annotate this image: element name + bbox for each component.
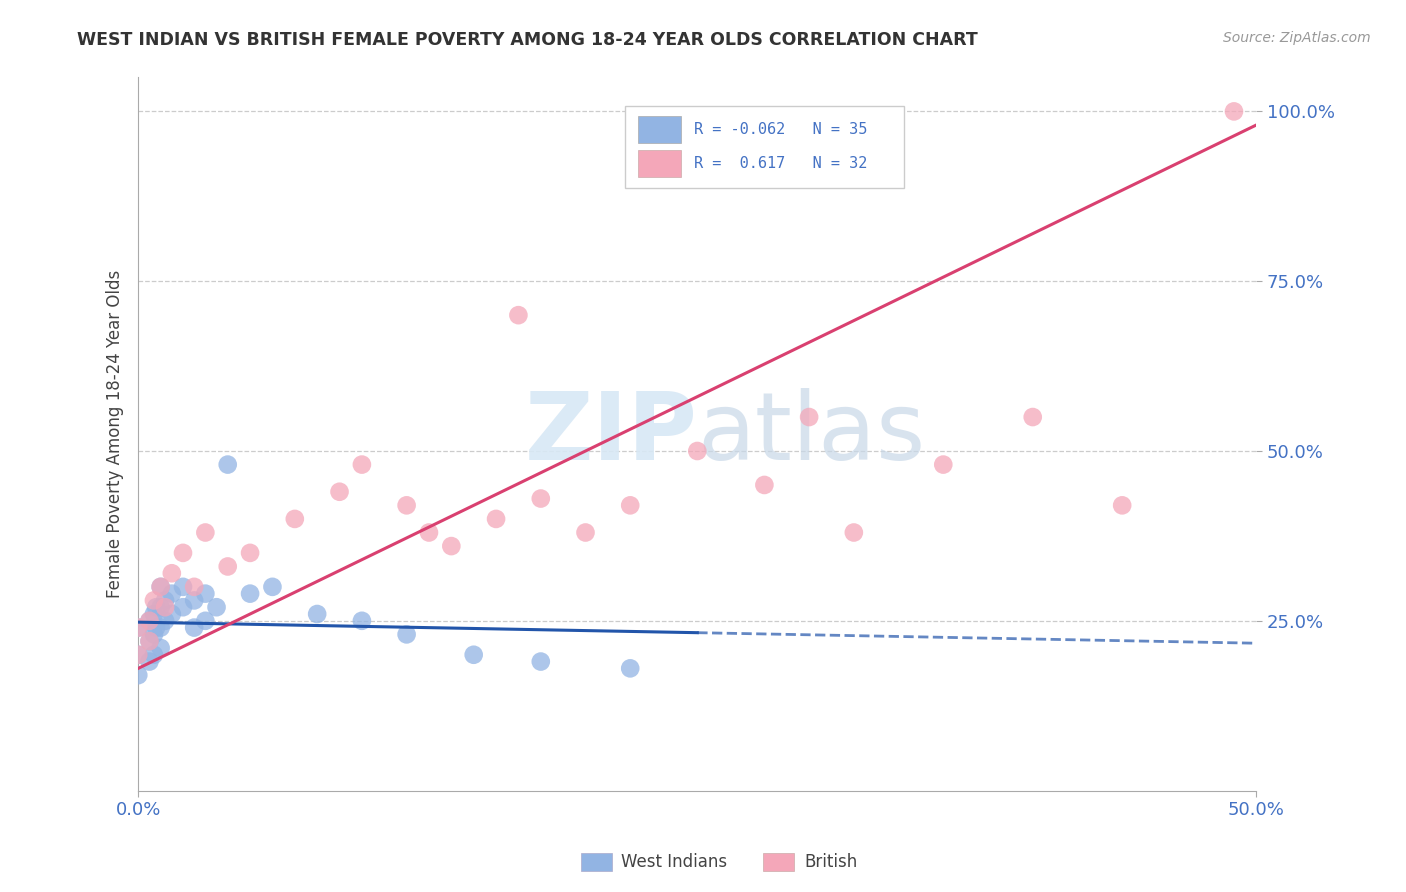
Point — [183, 621, 205, 635]
Point — [183, 593, 205, 607]
Point — [395, 627, 418, 641]
Point — [138, 614, 160, 628]
Point — [574, 525, 596, 540]
Text: ZIP: ZIP — [524, 388, 697, 480]
Point — [138, 655, 160, 669]
Text: atlas: atlas — [697, 388, 925, 480]
Point — [508, 308, 530, 322]
Point — [842, 525, 865, 540]
Point — [686, 444, 709, 458]
Text: R = -0.062   N = 35: R = -0.062 N = 35 — [695, 122, 868, 137]
Point — [284, 512, 307, 526]
Point — [183, 580, 205, 594]
Point — [138, 614, 160, 628]
Point — [138, 634, 160, 648]
Text: WEST INDIAN VS BRITISH FEMALE POVERTY AMONG 18-24 YEAR OLDS CORRELATION CHART: WEST INDIAN VS BRITISH FEMALE POVERTY AM… — [77, 31, 979, 49]
FancyBboxPatch shape — [638, 150, 681, 178]
Point — [127, 668, 149, 682]
Point — [194, 525, 217, 540]
Point — [619, 661, 641, 675]
Point — [1223, 104, 1246, 119]
Point — [262, 580, 284, 594]
Point — [239, 546, 262, 560]
Point — [145, 621, 167, 635]
Point — [127, 648, 149, 662]
Point — [149, 580, 172, 594]
Point — [149, 621, 172, 635]
Point — [485, 512, 508, 526]
Point — [530, 491, 553, 506]
Point — [149, 580, 172, 594]
FancyBboxPatch shape — [638, 116, 681, 143]
Text: West Indians: West Indians — [621, 853, 727, 871]
Point — [239, 587, 262, 601]
Point — [395, 499, 418, 513]
Point — [932, 458, 955, 472]
Point — [127, 621, 149, 635]
Point — [1111, 499, 1133, 513]
Point — [160, 607, 183, 621]
Point — [328, 484, 350, 499]
Point — [307, 607, 329, 621]
Point — [217, 458, 239, 472]
Point — [350, 614, 373, 628]
Point — [149, 600, 172, 615]
Point — [172, 580, 194, 594]
FancyBboxPatch shape — [624, 106, 904, 188]
Point — [797, 410, 820, 425]
Point — [217, 559, 239, 574]
Point — [194, 587, 217, 601]
Point — [205, 600, 228, 615]
Point — [754, 478, 776, 492]
Point — [530, 655, 553, 669]
Text: Source: ZipAtlas.com: Source: ZipAtlas.com — [1223, 31, 1371, 45]
Text: R =  0.617   N = 32: R = 0.617 N = 32 — [695, 156, 868, 171]
Text: British: British — [804, 853, 858, 871]
Point — [142, 607, 165, 621]
Point — [440, 539, 463, 553]
Point — [145, 600, 167, 615]
Point — [142, 593, 165, 607]
Point — [172, 600, 194, 615]
Point — [127, 621, 149, 635]
Point — [142, 627, 165, 641]
Point — [153, 593, 176, 607]
Point — [127, 648, 149, 662]
Point — [138, 634, 160, 648]
Point — [160, 587, 183, 601]
Point — [194, 614, 217, 628]
Point — [418, 525, 440, 540]
Point — [160, 566, 183, 581]
Point — [142, 648, 165, 662]
Point — [619, 499, 641, 513]
Point — [153, 600, 176, 615]
Point — [153, 614, 176, 628]
Point — [149, 640, 172, 655]
Point — [463, 648, 485, 662]
Point — [350, 458, 373, 472]
Point — [172, 546, 194, 560]
Y-axis label: Female Poverty Among 18-24 Year Olds: Female Poverty Among 18-24 Year Olds — [107, 270, 124, 599]
Point — [1022, 410, 1045, 425]
